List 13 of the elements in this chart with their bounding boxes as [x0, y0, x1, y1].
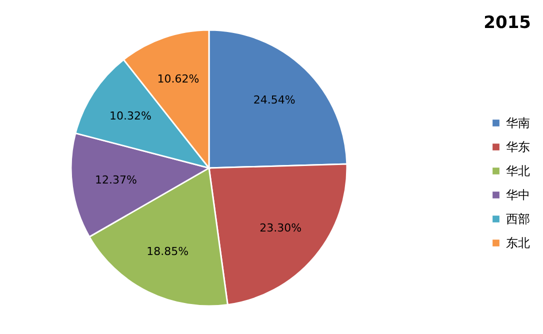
- data-label: 10.62%: [157, 72, 200, 86]
- data-label: 10.32%: [109, 110, 152, 123]
- data-label: 18.85%: [146, 245, 189, 258]
- legend-label: 华南: [506, 116, 530, 130]
- legend-label: 华中: [506, 188, 530, 202]
- data-label: 12.37%: [95, 173, 137, 186]
- legend-label: 东北: [506, 236, 530, 250]
- chart-title: 2015: [484, 13, 531, 33]
- legend-label: 华北: [506, 164, 530, 178]
- legend-label: 华东: [506, 140, 530, 154]
- legend-label: 西部: [506, 212, 530, 226]
- data-label: 23.30%: [260, 222, 302, 235]
- data-label: 24.54%: [253, 94, 296, 107]
